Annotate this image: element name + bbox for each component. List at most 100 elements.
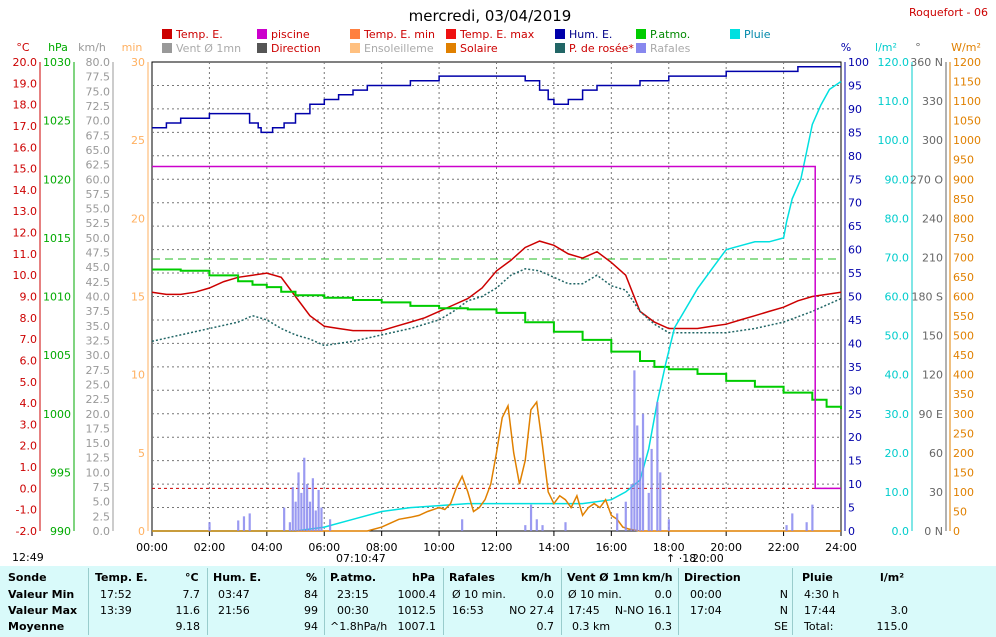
temp-axis-tick-label: 12.0 xyxy=(13,227,38,240)
row-min-vent-time: Ø 10 min. xyxy=(568,588,622,601)
press-axis-tick-label: 1020 xyxy=(43,173,71,186)
temp-axis-tick-label: 19.0 xyxy=(13,77,38,90)
wind-axis-tick-label: 27.5 xyxy=(86,364,111,377)
temp-axis-tick-label: 6.0 xyxy=(20,354,38,367)
legend-label: Temp. E. max xyxy=(459,28,535,41)
dir-axis-tick-label: 210 xyxy=(922,251,943,264)
time-tick-label: 24:00 xyxy=(825,541,857,554)
wind-axis-tick-label: 62.5 xyxy=(86,159,111,172)
legend-swatch xyxy=(446,43,456,53)
wind-axis-tick-label: 12.5 xyxy=(86,452,111,465)
hum-axis-tick-label: 20 xyxy=(848,431,862,444)
header-vent-unit: km/h xyxy=(642,571,673,584)
rafales-bar xyxy=(308,501,312,531)
row-min-label: Valeur Min xyxy=(8,588,75,601)
wind-axis-tick-label: 70.0 xyxy=(86,115,111,128)
wind-axis-tick-label: 5.0 xyxy=(93,496,111,509)
rafales-bar xyxy=(633,370,636,531)
dir-axis-tick-label: 270 O xyxy=(910,173,943,186)
sunrise-label: 07:10 xyxy=(336,552,368,565)
rafales-bar xyxy=(639,457,642,531)
legend-label: Temp. E. xyxy=(175,28,223,41)
row-max-temp-time: 13:39 xyxy=(100,604,132,617)
solar-axis-tick-label: 100 xyxy=(953,486,974,499)
legend-label: P. de rosée* xyxy=(569,42,634,55)
rafales-bar xyxy=(306,484,309,531)
sun-axis-tick-label: 10 xyxy=(131,369,145,382)
solar-axis-tick-label: 250 xyxy=(953,427,974,440)
rain-unit-label: l/m² xyxy=(875,41,897,54)
solar-axis-tick-label: 1200 xyxy=(953,56,981,69)
rafales-bar xyxy=(237,520,240,531)
rafales-bar xyxy=(624,501,627,531)
time-tick-label: 04:00 xyxy=(251,541,283,554)
legend-swatch xyxy=(446,29,456,39)
header-rafales-unit: km/h xyxy=(521,571,552,584)
legend-label: piscine xyxy=(271,28,310,41)
hum-axis-tick-label: 5 xyxy=(848,502,855,515)
rafales-bar xyxy=(630,484,633,531)
rafales-bar xyxy=(248,513,251,531)
hum-axis-tick-label: 100 xyxy=(848,56,869,69)
solar-axis-tick-label: 1000 xyxy=(953,134,981,147)
rafales-bar xyxy=(659,472,662,531)
wind-axis-tick-label: 57.5 xyxy=(86,188,111,201)
temp-axis-tick-label: 9.0 xyxy=(20,291,38,304)
dir-axis-tick-label: 360 N xyxy=(910,56,943,69)
hum-axis-tick-label: 25 xyxy=(848,408,862,421)
series-line-solaire xyxy=(152,400,841,532)
sun-unit-label: min xyxy=(122,41,143,54)
press-axis-tick-label: 1030 xyxy=(43,56,71,69)
dir-axis-tick-label: 150 xyxy=(922,330,943,343)
solar-axis-tick-label: 750 xyxy=(953,232,974,245)
rafales-bar xyxy=(541,525,544,531)
press-axis-tick-label: 995 xyxy=(50,466,71,479)
sun-axis-tick-label: 25 xyxy=(131,134,145,147)
sun-axis-tick-label: 30 xyxy=(131,56,145,69)
rafales-bar xyxy=(320,507,323,531)
row-max-pluie-value: 3.0 xyxy=(890,604,909,617)
wind-axis-tick-label: 80.0 xyxy=(86,56,111,69)
header-hum: Hum. E. xyxy=(213,571,262,584)
dir-axis-tick-label: 90 E xyxy=(919,408,943,421)
rafales-bar xyxy=(314,510,317,531)
rain-axis-tick-label: 20.0 xyxy=(885,447,910,460)
hum-axis-tick-label: 65 xyxy=(848,220,862,233)
wind-axis-tick-label: 45.0 xyxy=(86,261,111,274)
rafales-bar xyxy=(805,522,808,531)
rain-axis-tick-label: 120.0 xyxy=(878,56,910,69)
sunset-label: ↑ ·18 xyxy=(666,552,696,565)
hum-axis-tick-label: 45 xyxy=(848,314,862,327)
press-axis-tick-label: 990 xyxy=(50,525,71,538)
row-avg-vent-value: 0.3 xyxy=(654,620,673,633)
row-min-hum-value: 84 xyxy=(304,588,318,601)
dir-axis-tick-label: 330 xyxy=(922,95,943,108)
series-line-piscine xyxy=(152,165,841,490)
temp-axis-tick-label: 5.0 xyxy=(20,376,38,389)
legend-swatch xyxy=(555,43,565,53)
header-temp-unit: °C xyxy=(185,571,199,584)
rain-axis-tick-label: 60.0 xyxy=(885,291,910,304)
legend-swatch xyxy=(555,29,565,39)
hum-axis-tick-label: 95 xyxy=(848,79,862,92)
press-axis-tick-label: 1000 xyxy=(43,408,71,421)
row-avg-hum-value: 94 xyxy=(304,620,318,633)
legend-label: Temp. E. min xyxy=(363,28,435,41)
wind-axis-tick-label: 72.5 xyxy=(86,100,111,113)
legend-swatch xyxy=(257,29,267,39)
legend-label: Direction xyxy=(271,42,321,55)
solar-axis-tick-label: 150 xyxy=(953,466,974,479)
row-avg-pluie-value: 115.0 xyxy=(876,620,909,633)
legend-swatch xyxy=(350,43,360,53)
row-max-dir-value: N xyxy=(779,604,788,617)
wind-axis-tick-label: 52.5 xyxy=(86,217,111,230)
row-avg-press-value: 1007.1 xyxy=(397,620,437,633)
row-min-raf-value: 0.0 xyxy=(536,588,555,601)
temp-axis-tick-label: 0.0 xyxy=(20,482,38,495)
temp-axis-tick-label: 10.0 xyxy=(13,269,38,282)
rafales-bar xyxy=(811,504,814,531)
rafales-bar xyxy=(785,525,788,531)
wind-axis-tick-label: 17.5 xyxy=(86,422,111,435)
solar-unit-label: W/m² xyxy=(951,41,981,54)
